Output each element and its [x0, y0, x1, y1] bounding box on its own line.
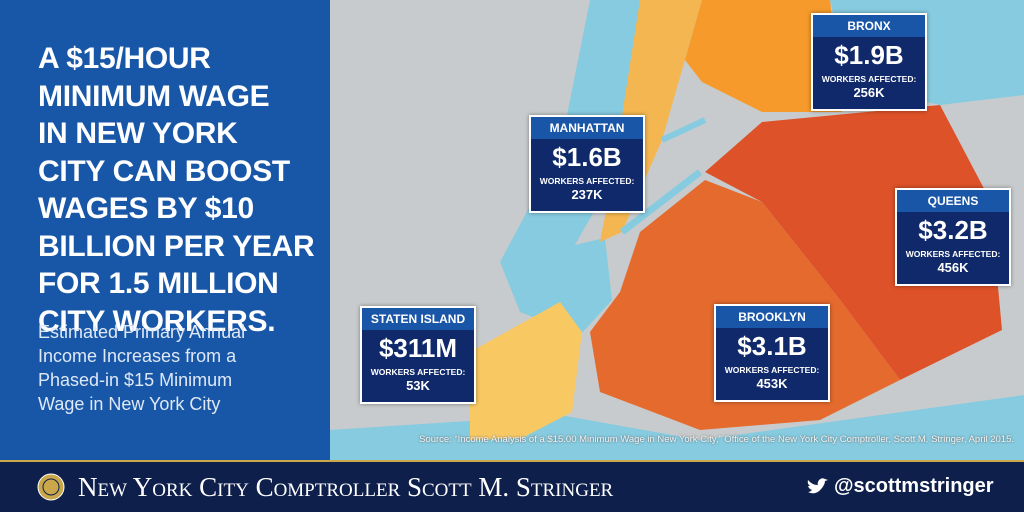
workers-value: 256K: [853, 85, 885, 100]
borough-amount: $3.1B: [737, 331, 807, 361]
borough-amount: $3.2B: [918, 215, 988, 245]
workers-label: WORKERS AFFECTED:: [370, 367, 466, 377]
workers-value: 456K: [937, 260, 969, 275]
workers-value: 453K: [756, 376, 788, 391]
queens: [705, 105, 1002, 380]
borough-box: QUEENS $3.2B WORKERS AFFECTED: 456K: [895, 188, 1011, 286]
borough-name: STATEN ISLAND: [362, 308, 474, 330]
borough-name: BRONX: [813, 15, 925, 37]
headline-line: CITY WORKERS.: [38, 304, 276, 338]
borough-amount: $1.9B: [834, 40, 904, 70]
borough-amount: $311M: [378, 333, 458, 363]
twitter-icon: [807, 478, 828, 494]
headline-line: WAGES BY $10: [38, 192, 254, 225]
footer: New York City Comptroller Scott M. Strin…: [0, 460, 1024, 512]
borough-name: MANHATTAN: [531, 117, 643, 139]
ocean: [330, 395, 1024, 460]
headline-line: FOR 1.5 MILLION: [38, 267, 279, 300]
subtitle-line: Income Increases from a: [38, 346, 237, 366]
subtitle-line: Phased-in $15 Minimum: [38, 370, 233, 390]
headline-line: A $15/HOUR: [38, 42, 211, 75]
headline-line: IN NEW YORK: [38, 117, 238, 150]
borough-box: MANHATTAN $1.6B WORKERS AFFECTED: 237K: [529, 115, 645, 213]
upper-bay: [500, 238, 612, 335]
workers-label: WORKERS AFFECTED:: [821, 74, 917, 84]
subtitle-line: Wage in New York City: [38, 394, 221, 414]
source: Source: “Income Analysis of a $15.00 Min…: [419, 434, 1014, 445]
seal: [37, 473, 65, 501]
borough-box: STATEN ISLAND $311M WORKERS AFFECTED: 53K: [360, 306, 476, 404]
workers-value: 237K: [571, 187, 603, 202]
east-river: [660, 117, 707, 143]
east-river: [619, 169, 703, 235]
borough-name: QUEENS: [897, 190, 1009, 212]
borough-box: BROOKLYN $3.1B WORKERS AFFECTED: 453K: [714, 304, 830, 402]
workers-label: WORKERS AFFECTED:: [539, 176, 635, 186]
headline-line: BILLION PER YEAR: [38, 229, 315, 263]
borough-box: BRONX $1.9B WORKERS AFFECTED: 256K: [811, 13, 927, 111]
borough-name: BROOKLYN: [716, 306, 828, 328]
workers-value: 53K: [406, 378, 430, 393]
headline-line: CITY CAN BOOST: [38, 154, 290, 188]
staten-island: [470, 302, 582, 440]
footer-title: New York City Comptroller Scott M. Strin…: [78, 472, 614, 502]
bronx: [685, 0, 842, 112]
headline-panel: A $15/HOUR MINIMUM WAGE IN NEW YORK CITY CA…: [0, 0, 330, 460]
twitter-handle[interactable]: @scottmstringer: [834, 475, 994, 497]
workers-label: WORKERS AFFECTED:: [724, 365, 820, 375]
subtitle-line: Estimated Primary Annual: [38, 322, 246, 342]
borough-amount: $1.6B: [552, 142, 622, 172]
headline-line: MINIMUM WAGE: [38, 79, 270, 113]
workers-label: WORKERS AFFECTED:: [905, 249, 1001, 259]
